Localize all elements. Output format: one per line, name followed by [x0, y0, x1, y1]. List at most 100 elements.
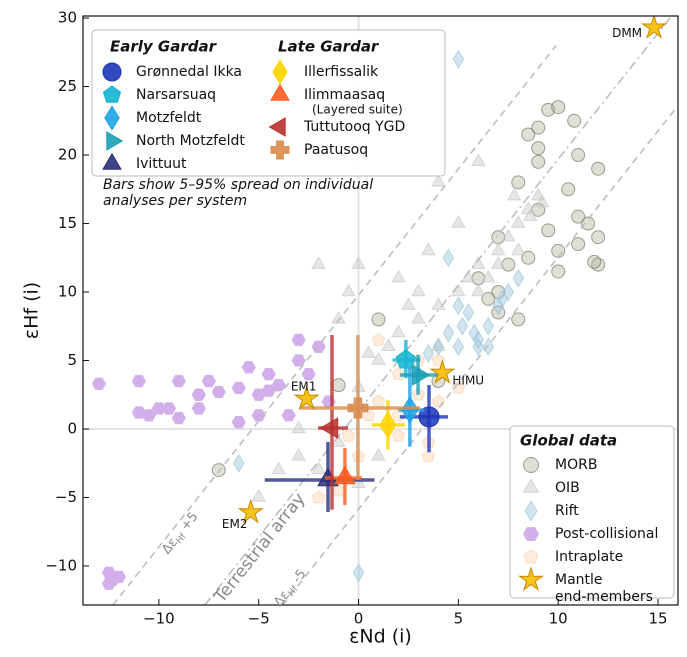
global-point: [491, 230, 506, 245]
legend-marker: [270, 140, 290, 160]
global-point: [482, 337, 495, 357]
global-point: [381, 338, 396, 351]
legend-marker: [523, 548, 539, 564]
global-point: [452, 296, 465, 316]
legend-label: MORB: [555, 457, 597, 473]
global-point: [431, 338, 446, 351]
global-point: [271, 378, 286, 392]
y-tick-label: 0: [67, 419, 77, 437]
global-point: [510, 242, 526, 256]
global-point: [451, 380, 466, 394]
global-point: [471, 153, 486, 167]
legend-label: Paatusoq: [304, 142, 368, 158]
legend-label: Motzfeldt: [136, 110, 202, 126]
global-point: [442, 248, 455, 268]
global-point: [480, 269, 496, 283]
global-point: [291, 333, 306, 347]
global-point: [541, 223, 556, 238]
legend-marker: [102, 62, 122, 82]
global-point: [371, 352, 386, 365]
legend-note: (Layered suite): [312, 103, 403, 117]
global-point: [91, 377, 107, 390]
global-point: [232, 453, 245, 473]
mantle-end-member: [641, 16, 668, 39]
global-point: [421, 449, 436, 463]
global-point: [131, 406, 147, 419]
global-point: [471, 283, 486, 297]
legend-label: Tuttutooq YGD: [303, 119, 405, 135]
note: analyses per system: [103, 193, 247, 209]
mantle-end-member: [429, 359, 456, 384]
global-point: [251, 409, 266, 422]
global-point: [301, 368, 316, 381]
global-point: [371, 332, 386, 346]
legend-marker: [102, 85, 122, 103]
system-point: [347, 397, 369, 419]
global-point: [171, 411, 186, 425]
global-point: [231, 415, 246, 429]
global-point: [534, 194, 550, 208]
y-tick-label: 10: [58, 283, 77, 301]
x-tick-label: −10: [143, 610, 175, 628]
global-point: [351, 475, 366, 488]
global-point: [371, 394, 386, 408]
legend-marker: [518, 566, 544, 592]
global-point: [471, 256, 486, 269]
global-point: [291, 420, 306, 434]
global-point: [571, 148, 586, 163]
global-point: [391, 269, 406, 283]
global-point: [422, 344, 435, 364]
global-point: [451, 214, 466, 228]
legend-label: Ivittuut: [136, 156, 187, 172]
global-point: [482, 316, 495, 336]
global-point: [241, 361, 256, 374]
mantle-end-member: [237, 498, 264, 524]
global-point: [567, 113, 582, 128]
end-member-label: DMM: [612, 26, 642, 40]
legend-label: Intraplate: [555, 549, 623, 565]
plot-frame: [82, 15, 679, 606]
global-point: [311, 461, 326, 475]
global-point: [511, 312, 526, 327]
global-point: [531, 141, 546, 156]
global-point: [211, 385, 226, 399]
legend-label: Ilimmaasaq: [304, 87, 385, 103]
global-point: [281, 409, 296, 422]
legend-marker: [106, 131, 124, 151]
global-point: [161, 402, 177, 415]
system-point: [401, 395, 419, 424]
legend-marker: [272, 59, 288, 85]
legend-group-title: Early Gardar: [110, 38, 218, 56]
global-point: [401, 297, 416, 310]
global-point: [581, 216, 596, 231]
global-point: [551, 243, 566, 258]
legend-label: OIB: [555, 480, 580, 496]
global-point: [331, 310, 346, 324]
global-point: [492, 296, 505, 316]
global-point: [571, 209, 586, 224]
global-point: [131, 374, 147, 388]
y-tick-label: −5: [55, 488, 77, 506]
global-point: [531, 120, 546, 135]
global-point: [411, 283, 426, 297]
y-tick-label: −10: [45, 556, 77, 574]
global-point: [411, 310, 426, 324]
overlay: −10 −5 0 5 10 15 −10 −5 0 5 10 15 20 25 30 εNd (i) εHf (…: [21, 9, 675, 648]
legend-group-title: Global data: [520, 432, 617, 450]
legend-marker: [523, 457, 539, 473]
reference-line: [204, 17, 671, 605]
reference-line: [282, 105, 678, 605]
global-point: [531, 154, 546, 169]
global-point: [151, 402, 167, 415]
system-point: [395, 349, 416, 369]
global-point: [506, 187, 522, 201]
legend-label: North Motzfeldt: [136, 133, 245, 149]
global-point: [191, 402, 206, 415]
global-point: [431, 174, 446, 187]
system-point: [411, 364, 431, 386]
global-point: [571, 237, 586, 252]
global-point: [512, 268, 525, 288]
global-point: [591, 230, 606, 245]
global-point: [502, 282, 515, 302]
